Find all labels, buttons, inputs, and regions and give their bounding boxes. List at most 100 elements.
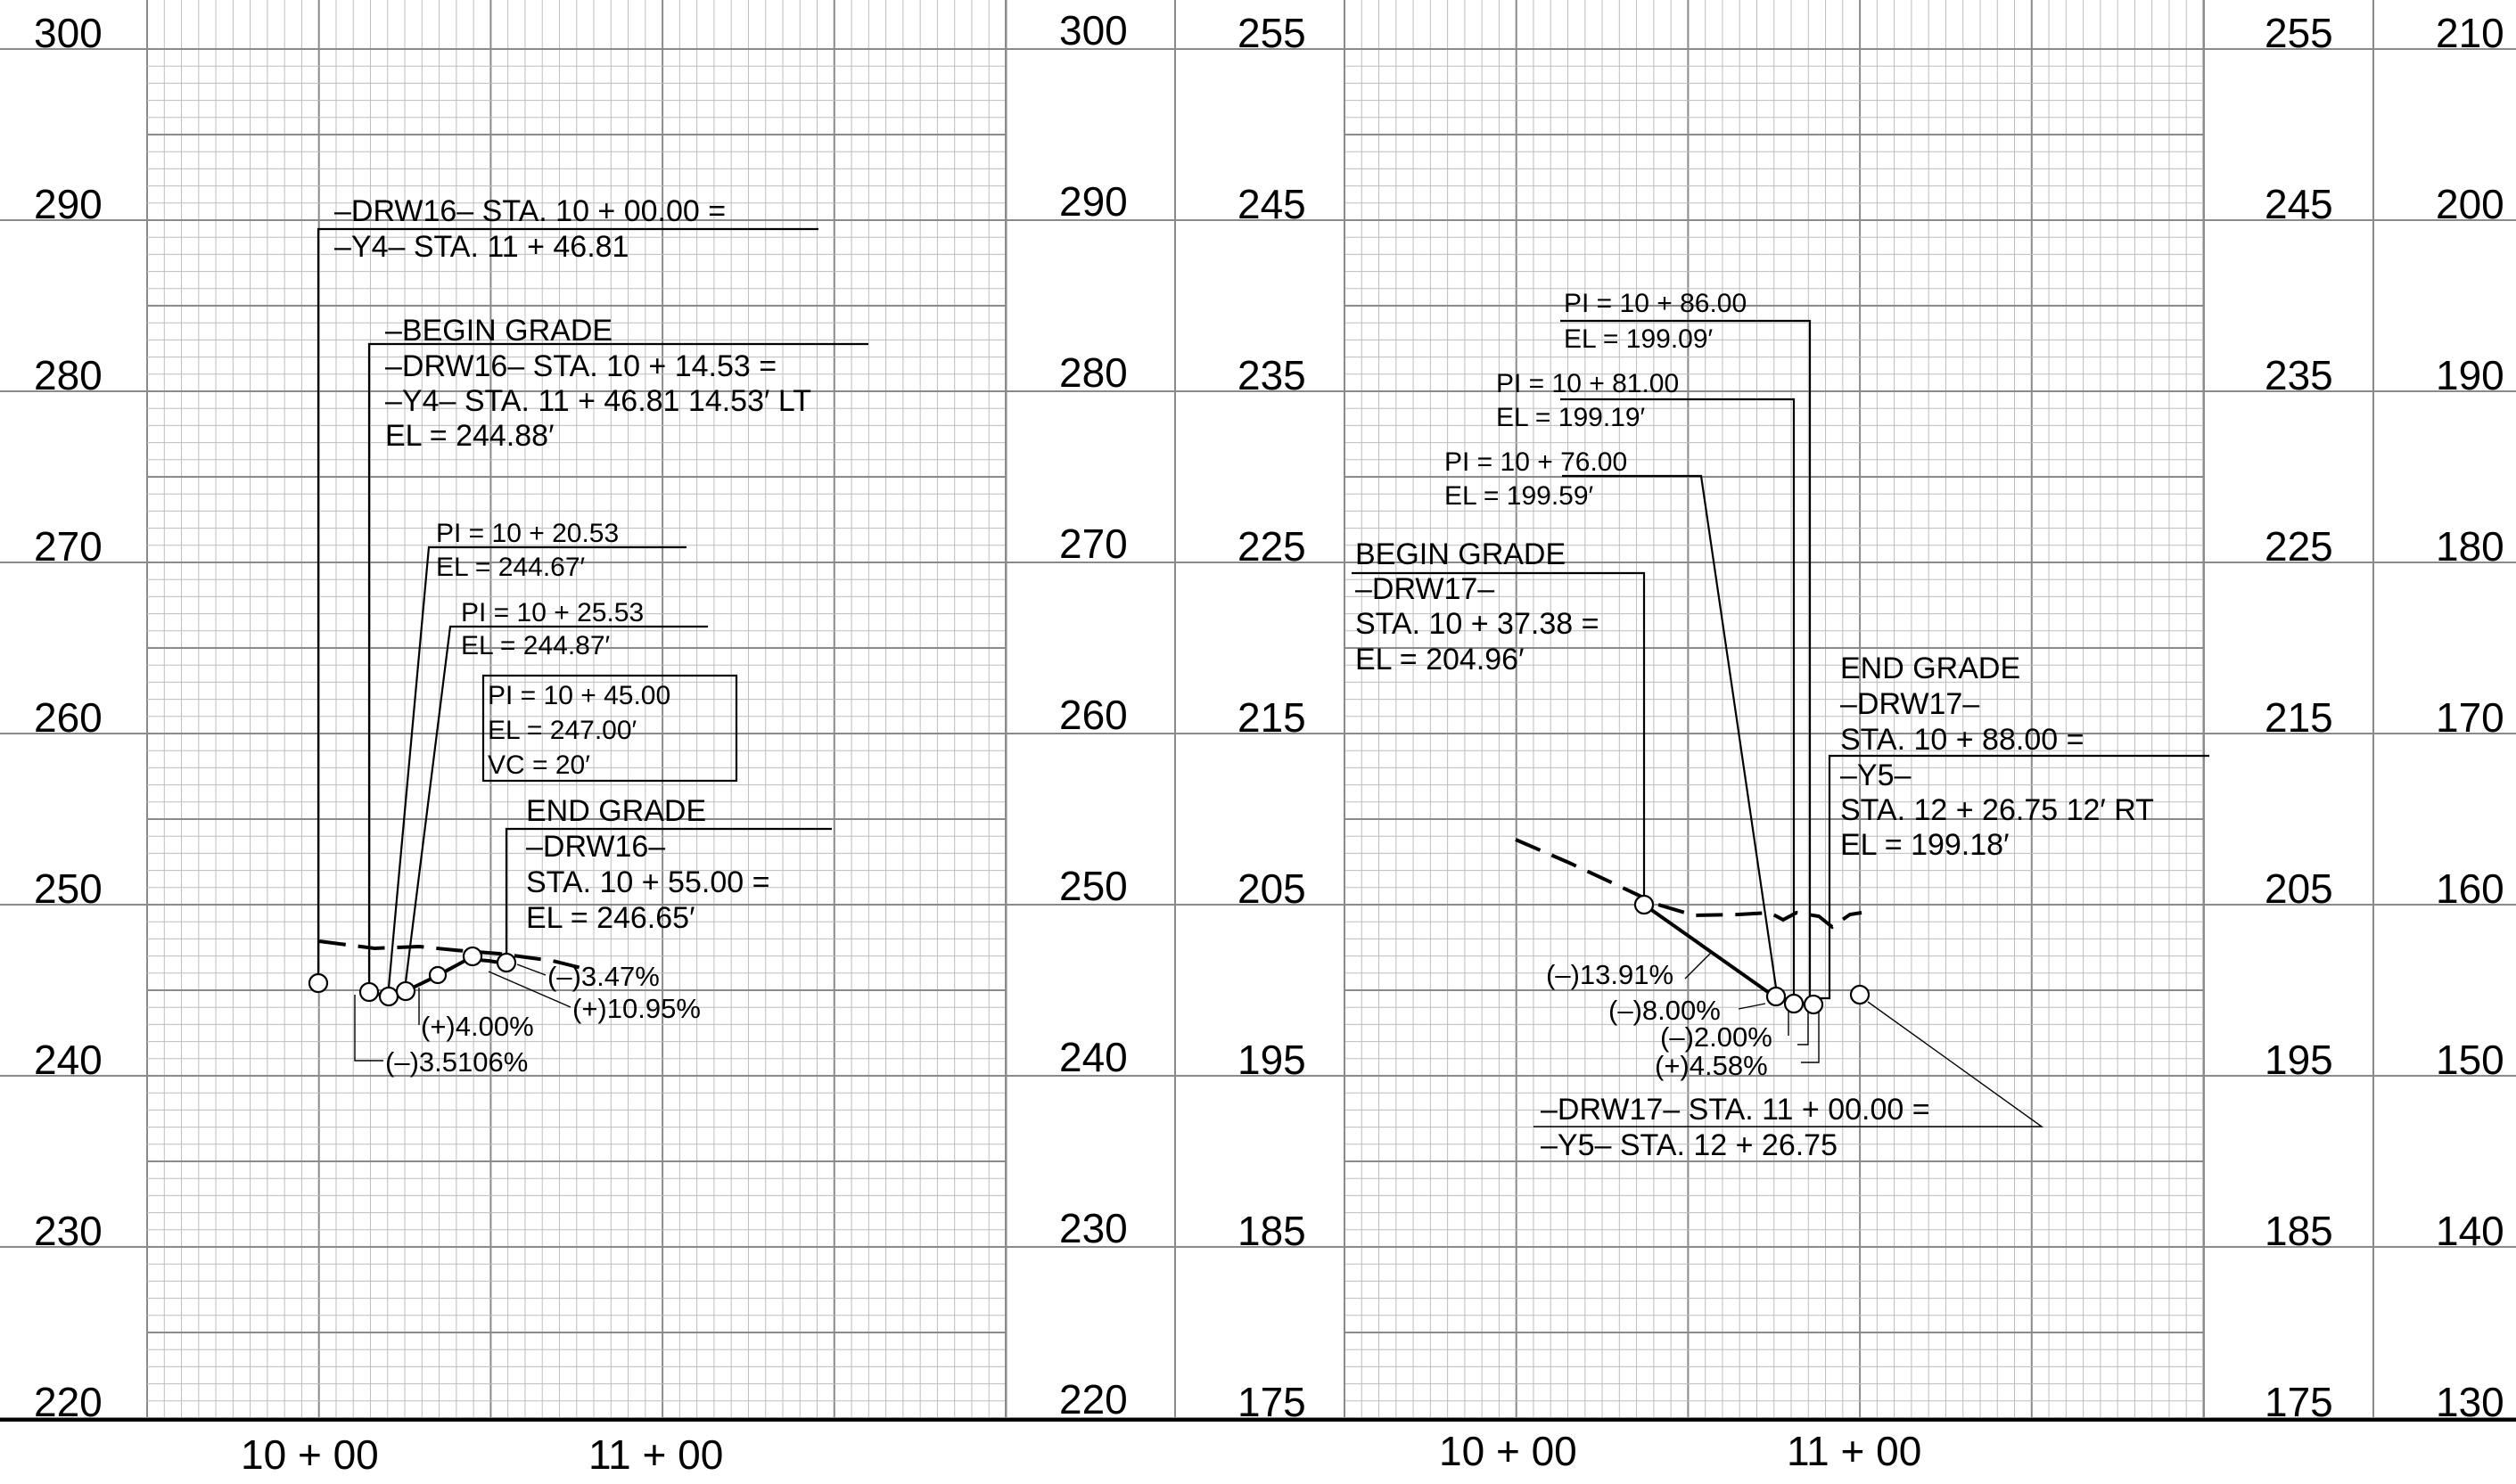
tie-station-label: –Y5– STA. 12 + 26.75 [1541, 1128, 1838, 1162]
axis-tick: 245 [2265, 181, 2333, 227]
pi-marker [428, 965, 448, 985]
pi-marker [358, 981, 380, 1003]
axis-tick: 290 [1059, 178, 1128, 225]
axis-tick: 180 [2436, 523, 2504, 570]
axis-tick: 235 [2265, 352, 2333, 398]
panel2-far-right-axis: 210 200 190 180 170 160 150 140 130 [2436, 10, 2504, 1425]
pi-marker [1849, 984, 1871, 1005]
panel2-profile [1515, 838, 1871, 1015]
axis-tick: 195 [2265, 1037, 2333, 1083]
end-grade-title: END GRADE [526, 794, 706, 828]
panel2-leaders [1352, 319, 2209, 1127]
leader-line [488, 971, 571, 1008]
axis-tick: 185 [1237, 1208, 1306, 1254]
pi-elevation: EL = 244.67′ [436, 553, 586, 582]
grade-percent-label: (+)10.95% [572, 993, 701, 1024]
leader-line [1797, 1011, 1809, 1045]
leader-line [1560, 398, 1796, 995]
pi-marker [308, 972, 329, 994]
axis-tick: 245 [1237, 181, 1306, 227]
axis-tick: 220 [1059, 1376, 1128, 1423]
axis-tick: 300 [34, 10, 103, 56]
axis-tick: 175 [1237, 1379, 1306, 1425]
begin-grade-title: –BEGIN GRADE [385, 314, 613, 348]
leader-line [505, 827, 832, 954]
begin-grade-station: –DRW16– STA. 10 + 14.53 = [385, 349, 777, 383]
panel2-left-axis: 255 245 235 225 215 205 195 185 175 [1237, 10, 1306, 1425]
axis-tick: 230 [34, 1208, 103, 1254]
tie-station-label: –DRW17– STA. 11 + 00.00 = [1541, 1093, 1930, 1127]
leader-line [1533, 1001, 2044, 1127]
begin-grade-elevation: EL = 204.96′ [1355, 643, 1524, 676]
begin-grade-station: –Y4– STA. 11 + 46.81 14.53′ LT [385, 384, 811, 418]
axis-tick: 215 [1237, 694, 1306, 741]
existing-ground-line [1515, 838, 1862, 930]
pi-marker [1783, 993, 1805, 1014]
leader-line [1560, 319, 1812, 996]
end-grade-station: –DRW16– [526, 830, 665, 864]
leader-line [1352, 571, 1646, 896]
axis-tick: 185 [2265, 1208, 2333, 1254]
pi-station: PI = 10 + 81.00 [1496, 369, 1679, 398]
station-label: 10 + 00 [1439, 1428, 1577, 1474]
pi-marker [1633, 894, 1655, 915]
axis-tick: 290 [34, 181, 103, 227]
leader-line [516, 963, 547, 976]
axis-tick: 300 [1059, 7, 1128, 53]
axis-tick: 255 [2265, 10, 2333, 56]
axis-tick: 280 [1059, 349, 1128, 396]
leader-line [404, 625, 708, 983]
axis-tick: 235 [1237, 352, 1306, 398]
pi-marker [1765, 986, 1787, 1007]
panel1-profile [308, 939, 589, 1007]
leader-line [354, 995, 383, 1062]
pi-station: PI = 10 + 45.00 [488, 681, 670, 710]
pi-station: PI = 10 + 20.53 [436, 519, 619, 548]
end-grade-station: STA. 10 + 55.00 = [526, 865, 769, 899]
leader-line [367, 342, 868, 983]
leader-line [1684, 951, 1713, 980]
pi-marker [462, 946, 483, 967]
axis-tick: 195 [1237, 1037, 1306, 1083]
panel1-stations: 10 + 00 11 + 00 [241, 1431, 723, 1478]
end-grade-elevation: EL = 199.18′ [1840, 828, 2009, 862]
end-grade-station: STA. 12 + 26.75 12′ RT [1840, 793, 2154, 827]
vertical-curve-length: VC = 20′ [488, 750, 590, 780]
pi-marker [378, 986, 399, 1007]
grade-percent-label: (+)4.00% [421, 1011, 534, 1042]
vc-callout-box [481, 674, 738, 783]
end-grade-title: END GRADE [1840, 652, 2020, 685]
leader-line [317, 227, 818, 974]
end-grade-station: –DRW17– [1840, 687, 1979, 721]
pi-marker [496, 952, 517, 973]
pi-station: PI = 10 + 25.53 [461, 598, 644, 627]
pi-elevation: EL = 244.87′ [461, 631, 611, 660]
grade-percent-label: (+)4.58% [1655, 1050, 1768, 1081]
panel2-right-axis: 255 245 235 225 215 205 195 185 175 [2265, 10, 2333, 1425]
panel1-labels: –DRW16– STA. 10 + 00.00 = –Y4– STA. 11 +… [334, 194, 811, 1078]
grade-percent-label: (–)13.91% [1546, 959, 1673, 990]
pi-marker [1803, 994, 1824, 1015]
axis-tick: 230 [1059, 1205, 1128, 1251]
axis-tick: 260 [34, 694, 103, 741]
grade-percent-label: (–)3.47% [547, 961, 660, 992]
panel2-labels: PI = 10 + 86.00 EL = 199.09′ PI = 10 + 8… [1355, 289, 2154, 1162]
station-label: 11 + 00 [1787, 1428, 1921, 1474]
panel1-left-axis: 300 290 280 270 260 250 240 230 220 [34, 10, 103, 1425]
grade-percent-label: (–)3.5106% [385, 1046, 528, 1078]
pi-elevation: EL = 199.59′ [1444, 481, 1594, 511]
grade-percent-label: (–)8.00% [1608, 995, 1721, 1026]
axis-tick: 200 [2436, 181, 2504, 227]
axis-tick: 175 [2265, 1379, 2333, 1425]
begin-grade-elevation: EL = 244.88′ [385, 419, 554, 453]
axis-tick: 260 [1059, 692, 1128, 738]
axis-tick: 190 [2436, 352, 2504, 398]
station-label: 10 + 00 [241, 1431, 379, 1478]
axis-tick: 240 [34, 1037, 103, 1083]
panel1-right-axis: 300 290 280 270 260 250 240 230 220 [1059, 7, 1128, 1423]
pi-elevation: EL = 247.00′ [488, 716, 637, 745]
axis-tick: 215 [2265, 694, 2333, 741]
axis-tick: 210 [2436, 10, 2504, 56]
axis-tick: 250 [1059, 863, 1128, 909]
